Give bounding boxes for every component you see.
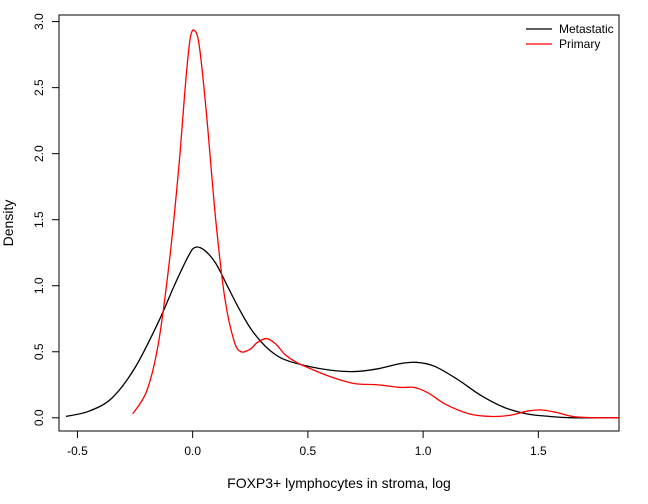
x-tick-label: 0.0 xyxy=(184,444,201,458)
legend-label-primary: Primary xyxy=(559,37,600,51)
x-axis: -0.5 0.0 0.5 1.0 1.5 xyxy=(67,430,547,458)
x-tick-label: -0.5 xyxy=(67,444,88,458)
x-tick-label: 1.0 xyxy=(415,444,432,458)
y-tick-label: 1.0 xyxy=(32,277,46,294)
legend-label-metastatic: Metastatic xyxy=(559,22,614,36)
y-tick-label: 0.5 xyxy=(32,343,46,360)
y-tick-label: 0.0 xyxy=(32,409,46,426)
y-tick-label: 2.5 xyxy=(32,79,46,96)
series-line-primary xyxy=(132,29,619,419)
plot-frame xyxy=(58,14,620,432)
y-tick-label: 1.5 xyxy=(32,211,46,228)
y-tick-label: 3.0 xyxy=(32,13,46,30)
series-layer xyxy=(65,29,619,419)
series-line-metastatic xyxy=(65,246,619,419)
y-tick-label: 2.0 xyxy=(32,145,46,162)
x-tick-label: 0.5 xyxy=(300,444,317,458)
y-axis-title: Density xyxy=(0,200,16,247)
y-axis: 0.0 0.5 1.0 1.5 2.0 2.5 3.0 xyxy=(32,13,60,426)
x-axis-title: FOXP3+ lymphocytes in stroma, log xyxy=(227,475,451,491)
x-tick-label: 1.5 xyxy=(530,444,547,458)
